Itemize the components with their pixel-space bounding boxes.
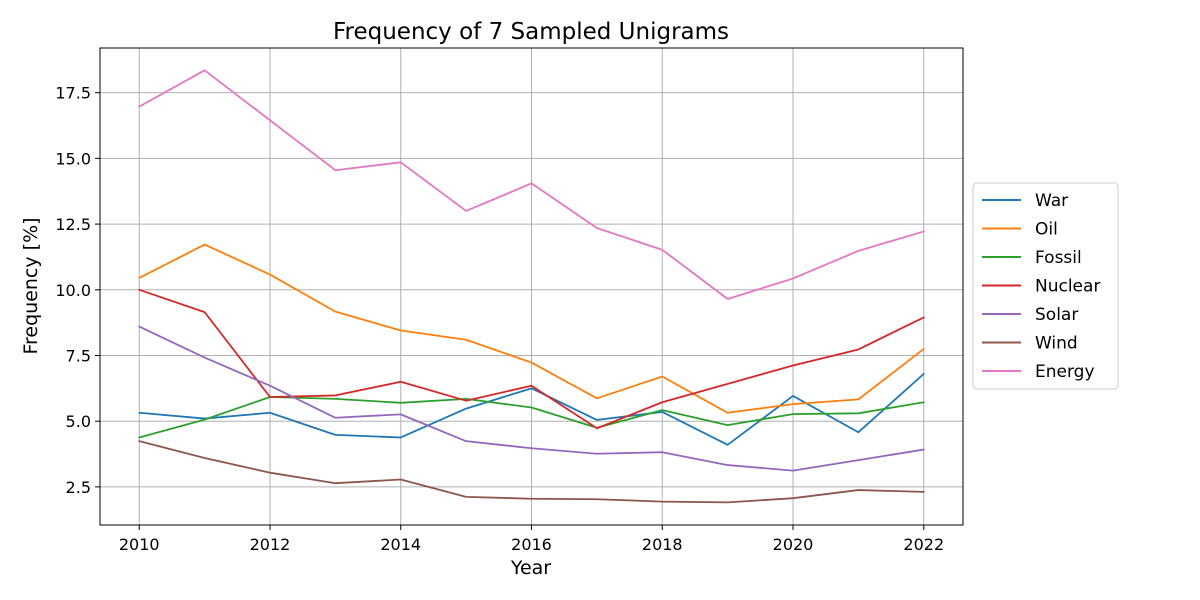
x-tick-label: 2010 [119, 535, 160, 554]
series-line-wind [138, 440, 925, 504]
legend-label: Solar [1035, 305, 1078, 325]
legend-label: Wind [1035, 334, 1078, 354]
legend-label: Nuclear [1035, 277, 1100, 297]
series-line-war [138, 372, 925, 446]
x-tick-label: 2016 [511, 535, 552, 554]
grid-lines [100, 48, 963, 525]
legend-label: War [1035, 191, 1068, 211]
legend-item-war: War [982, 191, 1068, 211]
y-tick-label: 5.0 [66, 412, 91, 431]
legend-frame [972, 182, 1119, 390]
y-tick-label: 17.5 [55, 84, 91, 103]
x-tick-label: 2020 [773, 535, 814, 554]
legend-label: Energy [1035, 362, 1095, 382]
y-tick-label: 2.5 [66, 478, 91, 497]
y-tick-label: 7.5 [66, 346, 91, 365]
y-tick-label: 10.0 [55, 281, 91, 300]
x-tick-label: 2018 [642, 535, 683, 554]
y-axis-title: Frequency [%] [20, 217, 42, 354]
legend-item-nuclear: Nuclear [982, 277, 1100, 297]
legend-item-solar: Solar [982, 305, 1078, 325]
x-tick-label: 2014 [380, 535, 421, 554]
legend-item-fossil: Fossil [982, 248, 1082, 268]
series-lines [138, 69, 925, 504]
x-tick-label: 2022 [903, 535, 944, 554]
y-axis-ticks: 2.5 5.0 7.5 10.0 12.5 15.0 17.5 [55, 84, 100, 497]
x-axis-ticks: 2010 2012 2014 2016 2018 2020 2022 [119, 525, 944, 554]
series-line-nuclear [138, 288, 925, 430]
series-line-energy [138, 69, 925, 300]
legend-item-energy: Energy [982, 362, 1095, 382]
legend-label: Oil [1035, 220, 1058, 240]
x-axis-title: Year [510, 557, 551, 579]
series-line-solar [138, 325, 925, 472]
x-tick-label: 2012 [250, 535, 291, 554]
legend-item-wind: Wind [982, 334, 1078, 354]
y-tick-label: 15.0 [55, 149, 91, 168]
legend-items: War Oil Fossil Nuclear Solar Wind Energy [982, 191, 1100, 382]
y-tick-label: 12.5 [55, 215, 91, 234]
legend: War Oil Fossil Nuclear Solar Wind Energy [972, 182, 1119, 390]
series-line-oil [138, 243, 925, 414]
legend-item-oil: Oil [982, 220, 1058, 240]
legend-label: Fossil [1035, 248, 1082, 268]
chart-title: Frequency of 7 Sampled Unigrams [333, 19, 729, 45]
